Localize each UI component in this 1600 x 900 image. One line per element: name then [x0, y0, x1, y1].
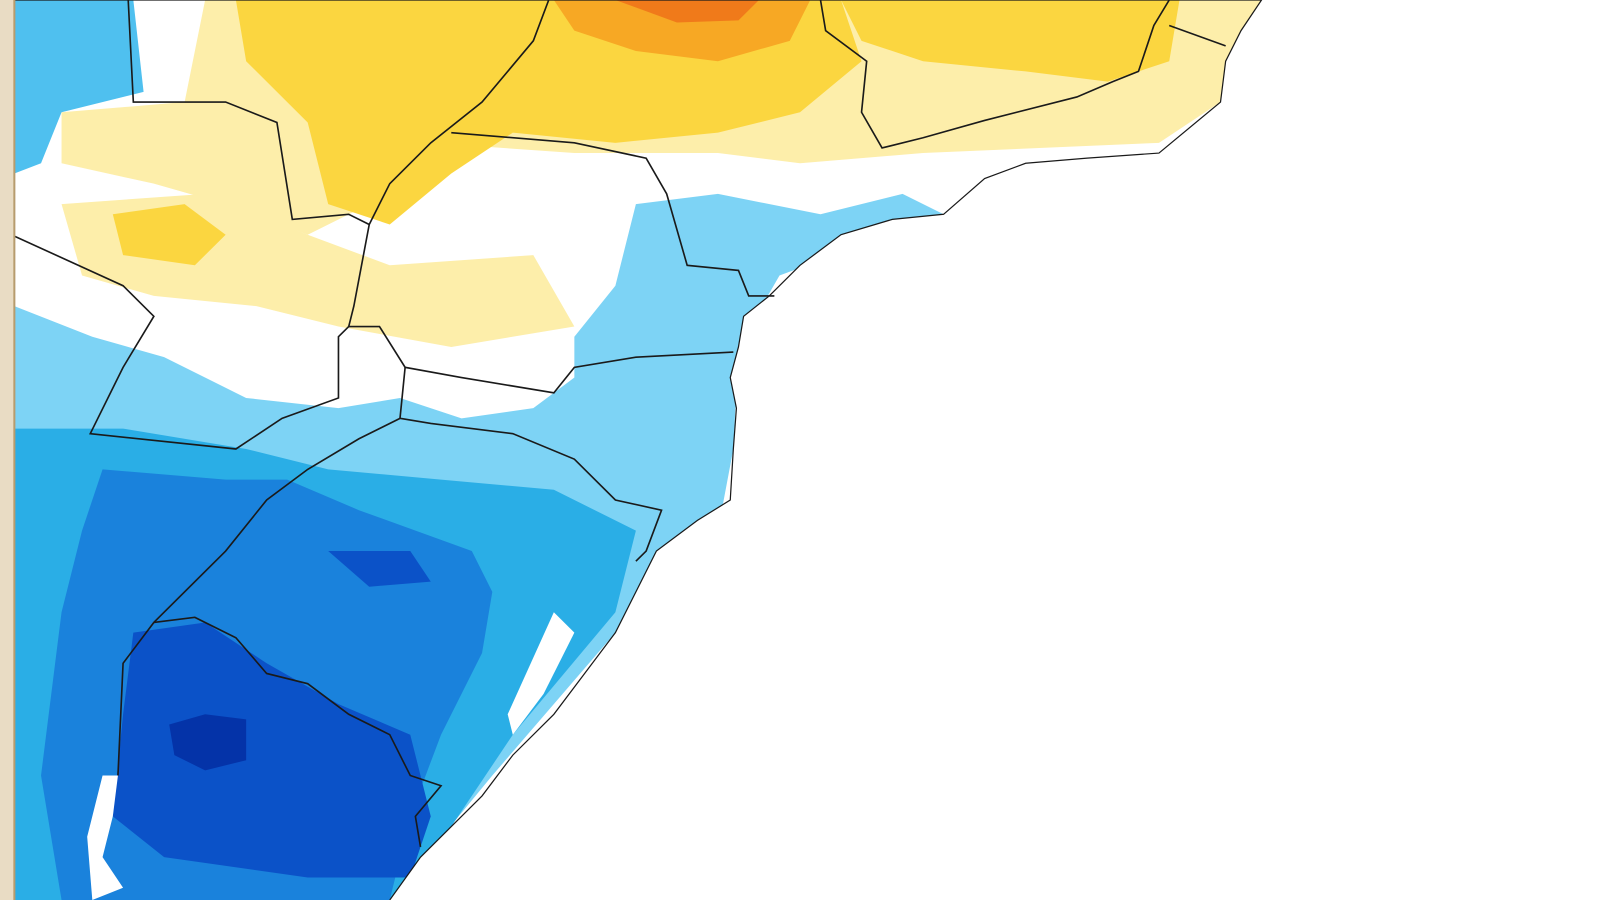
frame-edge	[0, 0, 15, 900]
coastline	[14, 0, 1263, 900]
borders	[0, 0, 1226, 848]
